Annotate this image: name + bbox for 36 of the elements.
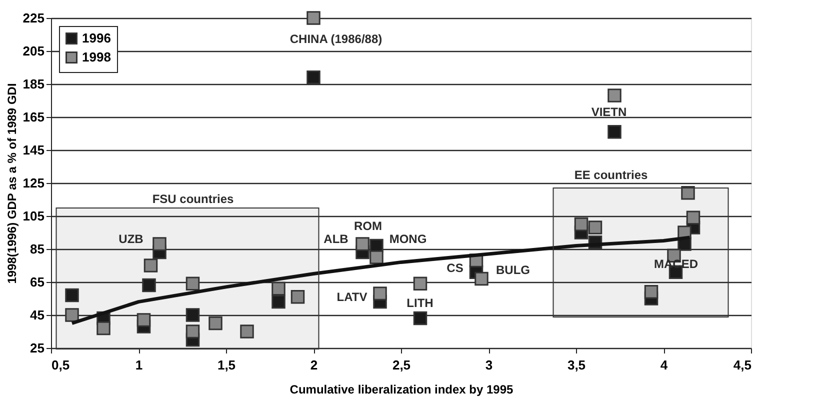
annotation: EE countries [574,168,648,182]
x-tick-label: 4,5 [733,358,752,372]
annotation: LITH [406,296,434,310]
annotation: UZB [118,232,144,246]
x-tick-label: 1 [135,358,143,372]
x-tick-label: 2,5 [392,358,411,372]
annotation: CHINA (1986/88) [290,32,382,46]
y-tick-label: 45 [30,308,44,322]
x-tick-label: 1,5 [217,358,236,372]
y-tick-label: 225 [22,10,44,26]
legend-label: 1996 [82,30,111,46]
annotation: VIETN [591,105,627,119]
y-tick-label: 65 [30,274,44,290]
x-tick-label: 4 [660,358,668,372]
x-tick-label: 3,5 [567,358,586,372]
y-tick-label: 85 [30,242,44,256]
annotation: MONG [389,232,427,246]
x-tick-label: 3 [485,358,493,372]
y-tick-label: 205 [22,44,44,58]
x-axis-title: Cumulative liberalization index by 1995 [290,382,514,396]
annotation: LATV [336,290,368,304]
y-tick-label: 145 [22,142,44,158]
legend-label: 1998 [82,50,111,64]
y-axis-title: 1998(1996) GDP as a % of 1989 GDI [4,83,19,284]
annotation: CS [446,261,464,275]
y-tick-label: 25 [30,340,44,356]
y-tick-label: 105 [22,208,44,224]
annotation: ALB [324,232,349,246]
annotation: FSU countries [152,192,234,206]
x-tick-label: 2 [310,358,318,372]
y-tick-label: 125 [22,176,44,190]
annotation: BULG [496,263,530,277]
annotation: ROM [354,219,382,233]
y-tick-label: 185 [22,76,44,92]
x-tick-label: 0,5 [52,358,70,372]
y-tick-label: 165 [22,110,44,124]
